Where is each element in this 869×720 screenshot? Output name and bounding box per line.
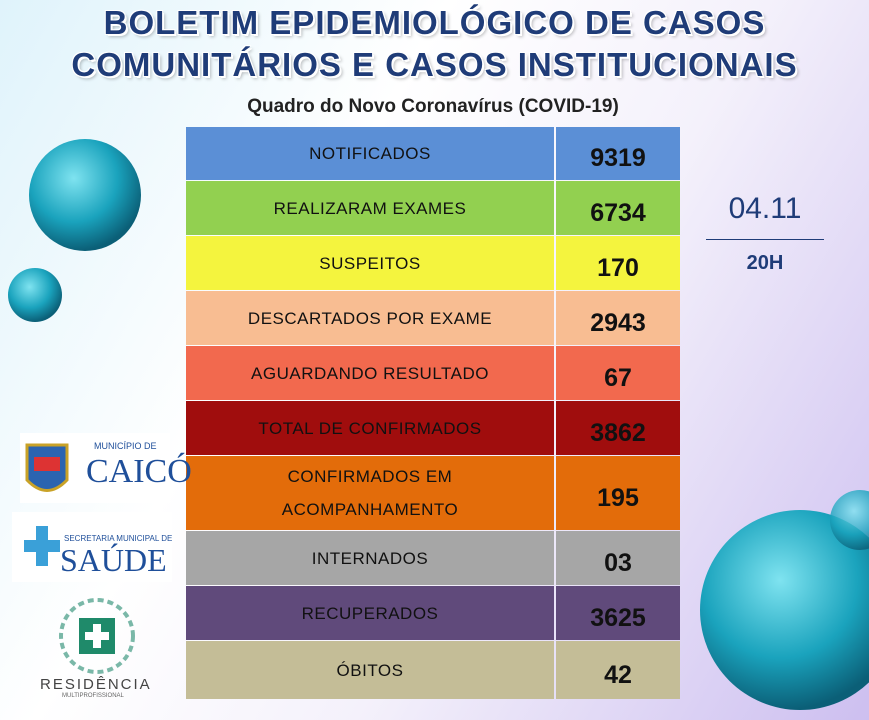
- label-line: ÓBITOS: [336, 660, 404, 680]
- logo-text: MUNICÍPIO DE: [94, 441, 157, 451]
- row-value: 67: [556, 346, 680, 400]
- row-label: AGUARDANDO RESULTADO: [186, 346, 554, 400]
- row-label: ÓBITOS: [186, 641, 554, 699]
- row-label: NOTIFICADOS: [186, 127, 554, 180]
- title-line: COMUNITÁRIOS E CASOS INSTITUCIONAIS: [71, 46, 798, 83]
- table-row: TOTAL DE CONFIRMADOS 3862: [186, 401, 680, 455]
- logo-text: SECRETARIA MUNICIPAL DE: [64, 534, 173, 543]
- table-row: CONFIRMADOS EM ACOMPANHAMENTO 195: [186, 456, 680, 530]
- table-row: AGUARDANDO RESULTADO 67: [186, 346, 680, 400]
- label-line: CONFIRMADOS EM: [287, 467, 453, 486]
- row-value: 195: [556, 456, 680, 530]
- table-row: RECUPERADOS 3625: [186, 586, 680, 640]
- title-line: BOLETIM EPIDEMIOLÓGICO DE CASOS: [103, 4, 766, 41]
- table-row: ÓBITOS 42: [186, 641, 680, 699]
- row-label: INTERNADOS: [186, 531, 554, 585]
- city-logo: MUNICÍPIO DE CAICÓ: [20, 433, 192, 503]
- table-row: INTERNADOS 03: [186, 531, 680, 585]
- logo-text: RESIDÊNCIA: [40, 676, 152, 693]
- row-value: 3625: [556, 586, 680, 640]
- row-value: 6734: [556, 181, 680, 235]
- logo-text: SAÚDE: [60, 542, 167, 578]
- cross: [24, 526, 60, 566]
- row-label: RECUPERADOS: [186, 586, 554, 640]
- row-value: 3862: [556, 401, 680, 455]
- label-line: INTERNADOS: [311, 548, 429, 568]
- table-row: NOTIFICADOS 9319: [186, 127, 680, 180]
- label-line: TOTAL DE CONFIRMADOS: [258, 418, 482, 438]
- shield: [25, 443, 69, 492]
- row-value: 9319: [556, 127, 680, 180]
- emblem: [59, 598, 135, 674]
- label-line: DESCARTADOS POR EXAME: [247, 308, 493, 328]
- label-line: REALIZARAM EXAMES: [273, 198, 467, 218]
- label-line: SUSPEITOS: [319, 253, 421, 273]
- time: 20H: [746, 252, 784, 274]
- row-label: CONFIRMADOS EM ACOMPANHAMENTO: [186, 456, 554, 530]
- label-line: ACOMPANHAMENTO: [281, 500, 459, 519]
- table-row: SUSPEITOS 170: [186, 236, 680, 290]
- table-row: REALIZARAM EXAMES 6734: [186, 181, 680, 235]
- row-label: REALIZARAM EXAMES: [186, 181, 554, 235]
- row-label: DESCARTADOS POR EXAME: [186, 291, 554, 345]
- logo-text: CAICÓ: [86, 453, 192, 490]
- date: 04.11: [728, 192, 802, 225]
- row-value: 03: [556, 531, 680, 585]
- row-value: 170: [556, 236, 680, 290]
- residency-logo: RESIDÊNCIA MULTIPROFISSIONAL: [32, 592, 162, 702]
- subtitle: Quadro do Novo Coronavírus (COVID-19): [247, 96, 619, 117]
- label-line: RECUPERADOS: [301, 603, 439, 623]
- label-line: NOTIFICADOS: [309, 144, 431, 163]
- row-value: 42: [556, 641, 680, 699]
- row-value: 2943: [556, 291, 680, 345]
- logo-text: MULTIPROFISSIONAL: [62, 693, 124, 699]
- row-label: SUSPEITOS: [186, 236, 554, 290]
- row-label: TOTAL DE CONFIRMADOS: [186, 401, 554, 455]
- health-logo: SECRETARIA MUNICIPAL DE SAÚDE: [12, 512, 172, 582]
- label-line: AGUARDANDO RESULTADO: [251, 363, 489, 383]
- table-row: DESCARTADOS POR EXAME 2943: [186, 291, 680, 345]
- divider: [706, 239, 824, 240]
